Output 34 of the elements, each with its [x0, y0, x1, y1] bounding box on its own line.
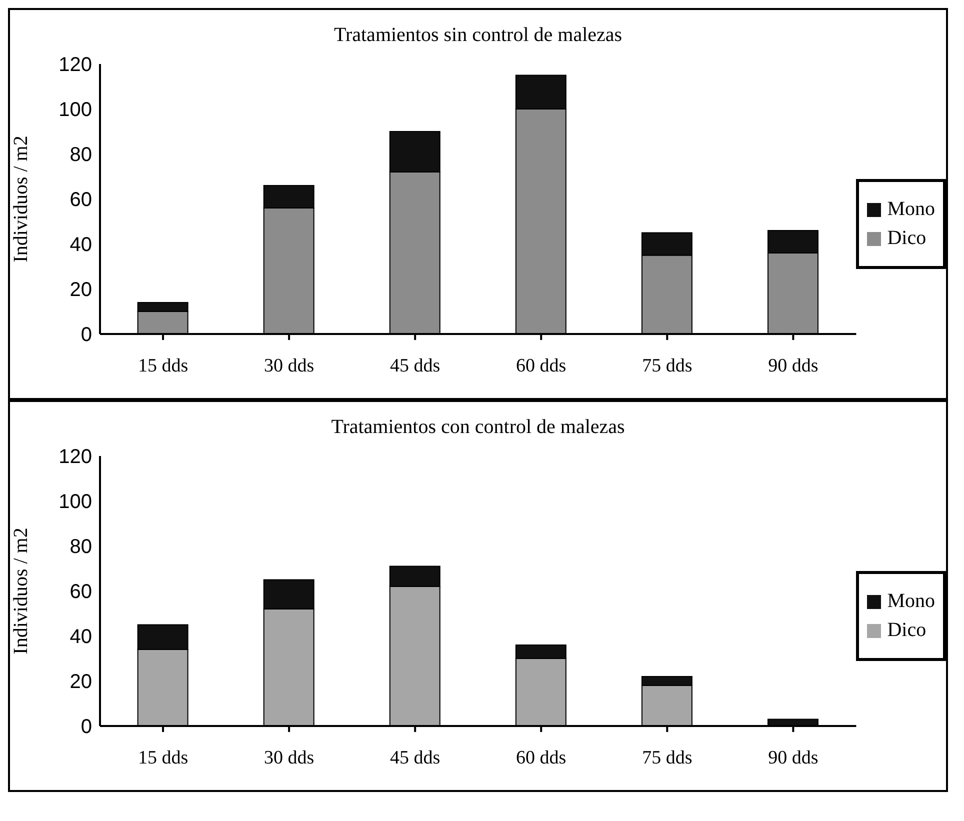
x-tick-label: 75 dds	[642, 747, 692, 768]
x-tick-label: 30 dds	[264, 355, 314, 376]
x-tick-label: 60 dds	[516, 747, 566, 768]
legend-label: Mono	[887, 590, 935, 613]
y-axis-title: Individuos / m2	[10, 528, 32, 654]
x-tick-label: 75 dds	[642, 355, 692, 376]
x-tick-label: 15 dds	[138, 355, 188, 376]
y-tick-label: 40	[70, 626, 92, 648]
legend-label: Dico	[887, 227, 926, 250]
y-tick-label: 60	[70, 581, 92, 604]
x-tick-label: 60 dds	[516, 355, 566, 376]
y-tick-label: 0	[80, 324, 92, 346]
y-axis-title: Individuos / m2	[10, 136, 32, 262]
chart-title: Tratamientos con control de malezas	[330, 416, 626, 440]
y-tick-label: 20	[70, 671, 92, 694]
x-tick-label: 45 dds	[390, 747, 440, 768]
chart-title: Tratamientos sin control de malezas	[332, 24, 624, 48]
y-tick-label: 40	[70, 234, 92, 256]
y-tick-label: 100	[58, 491, 92, 514]
y-tick-label: 20	[70, 279, 92, 302]
y-tick-label: 80	[70, 144, 92, 166]
x-tick-label: 15 dds	[138, 747, 188, 768]
y-tick-label: 120	[58, 54, 92, 76]
x-tick-label: 30 dds	[264, 747, 314, 768]
x-tick-label: 90 dds	[768, 355, 818, 376]
y-tick-label: 60	[70, 189, 92, 212]
legend-label: Dico	[887, 619, 926, 642]
legend-label: Mono	[887, 198, 935, 221]
y-tick-label: 80	[70, 536, 92, 558]
x-tick-label: 90 dds	[768, 747, 818, 768]
y-tick-label: 100	[58, 99, 92, 122]
y-tick-label: 0	[80, 716, 92, 738]
x-tick-label: 45 dds	[390, 355, 440, 376]
y-tick-label: 120	[58, 446, 92, 468]
